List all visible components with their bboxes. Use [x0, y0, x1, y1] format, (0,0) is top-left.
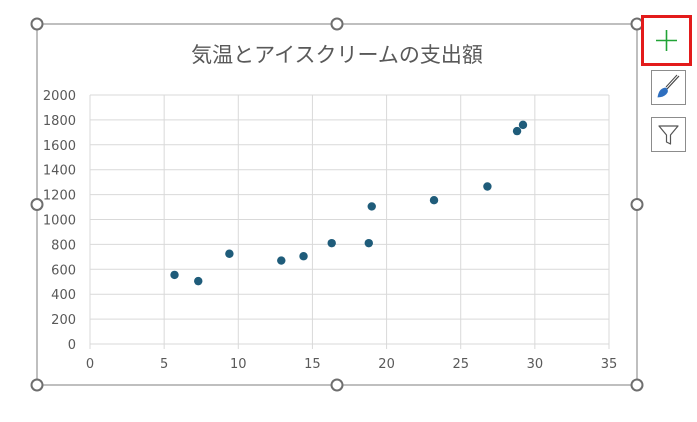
resize-handle[interactable] — [330, 17, 344, 31]
y-tick-label: 2000 — [43, 89, 76, 104]
y-tick-label: 400 — [51, 288, 76, 303]
plot-area: 0 200 400 600 800 1000 1200 1400 1600 1800 2000 0 5 1… — [43, 89, 617, 372]
data-point — [429, 196, 439, 205]
resize-handle[interactable] — [630, 378, 644, 392]
x-tick-label: 0 — [86, 357, 94, 372]
resize-handle[interactable] — [30, 17, 44, 31]
chart-elements-button[interactable] — [641, 15, 692, 66]
x-tick-label: 25 — [452, 357, 469, 372]
data-point — [299, 252, 308, 261]
y-tick-label: 800 — [51, 238, 76, 253]
chart-filters-button[interactable] — [651, 117, 686, 152]
paintbrush-icon — [657, 74, 680, 98]
y-tick-label: 200 — [51, 313, 76, 328]
data-point — [367, 202, 376, 211]
y-tick-label: 0 — [68, 338, 76, 353]
resize-handle[interactable] — [30, 198, 44, 211]
data-point — [483, 182, 492, 191]
x-tick-label: 10 — [230, 357, 247, 372]
y-tick-label: 600 — [51, 263, 76, 278]
y-tick-label: 1000 — [43, 214, 76, 229]
data-point — [225, 249, 234, 258]
y-tick-label: 1600 — [43, 139, 76, 154]
x-tick-label: 35 — [601, 357, 618, 372]
data-point — [518, 120, 528, 130]
y-tick-label: 1200 — [43, 189, 76, 204]
x-tick-label: 15 — [304, 357, 321, 372]
y-tick-label: 1400 — [43, 164, 76, 179]
data-point — [364, 238, 373, 248]
plus-icon — [656, 30, 677, 51]
y-tick-label: 1800 — [43, 114, 76, 129]
chart-styles-button[interactable] — [651, 70, 686, 105]
data-point — [170, 270, 179, 280]
x-tick-label: 30 — [527, 357, 544, 372]
data-point — [512, 126, 522, 136]
data-point — [277, 256, 286, 265]
chart-title: 気温とアイスクリームの支出額 — [191, 43, 483, 67]
chart-area-frame[interactable] — [36, 23, 638, 386]
filter-icon — [658, 125, 679, 145]
resize-handle[interactable] — [30, 378, 44, 392]
x-tick-label: 5 — [160, 357, 168, 372]
data-point — [194, 276, 203, 286]
resize-handle[interactable] — [630, 198, 644, 211]
data-point — [327, 238, 336, 248]
x-tick-label: 20 — [378, 357, 395, 372]
resize-handle[interactable] — [330, 378, 344, 392]
